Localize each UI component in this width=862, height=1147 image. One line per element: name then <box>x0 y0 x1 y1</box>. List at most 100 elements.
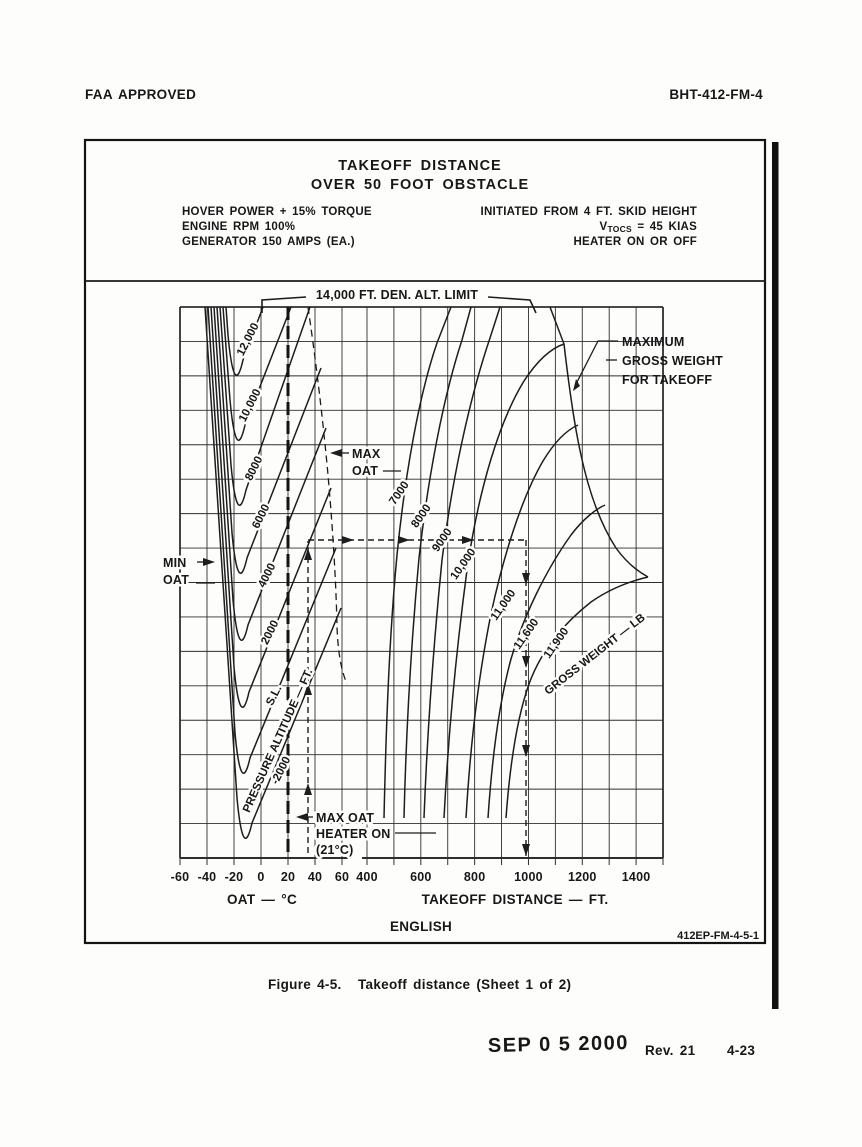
down-arrow-icon <box>522 844 530 856</box>
max-gross-leader <box>574 340 618 387</box>
den-alt-limit-label: 14,000 FT. DEN. ALT. LIMIT <box>316 288 478 302</box>
curve-alt-2000 <box>210 306 332 708</box>
gw-label-11900: 11,900 <box>542 626 572 661</box>
change-bar <box>772 142 779 1009</box>
curve-alt-6000 <box>216 306 322 574</box>
condition-heater: HEATER ON OR OFF <box>573 236 697 248</box>
distance-tick-label: 1000 <box>514 870 543 884</box>
gross-weight-curves <box>383 306 649 819</box>
right-arrow-icon <box>342 536 354 544</box>
units-label: ENGLISH <box>390 919 452 934</box>
max-gross-label-2: GROSS WEIGHT <box>622 354 723 368</box>
condition-generator: GENERATOR 150 AMPS (EA.) <box>182 236 355 248</box>
revision-number: Rev. 21 <box>645 1043 696 1058</box>
conditions-right: INITIATED FROM 4 FT. SKID HEIGHT VTOCS =… <box>481 206 698 248</box>
down-arrow-icon <box>522 656 530 668</box>
curve-alt-8000 <box>219 306 311 506</box>
alt-label-8000: 8000 <box>243 455 265 483</box>
date-stamp: SEP 0 5 2000 <box>488 1032 630 1057</box>
condition-engine-rpm: ENGINE RPM 100% <box>182 221 295 233</box>
alt-label-sl: S.L. <box>264 684 284 708</box>
min-oat-label-2: OAT <box>163 573 189 587</box>
max-oat-label-1: MAX <box>352 447 381 461</box>
header-right: BHT-412-FM-4 <box>669 87 763 102</box>
curve-gw-11600 <box>487 504 606 819</box>
pressure-altitude-curves <box>204 306 342 839</box>
curve-alt-sl <box>207 306 337 774</box>
example-path <box>304 536 530 856</box>
oat-tick-label: -40 <box>198 870 217 884</box>
up-arrow-icon <box>304 783 312 795</box>
max-oat-heater-annotation: MAX OAT HEATER ON (21°C) <box>296 809 436 860</box>
chart-title-line1: TAKEOFF DISTANCE <box>338 158 501 174</box>
figure-caption-label: Figure 4-5. <box>268 977 342 992</box>
heater-label-3: (21°C) <box>316 843 353 857</box>
max-gross-label-3: FOR TAKEOFF <box>622 373 712 387</box>
alt-label-6000: 6000 <box>250 503 272 531</box>
gw-label-8000: 8000 <box>409 502 434 530</box>
oat-tick-label: 20 <box>281 870 295 884</box>
curve-gw-8000 <box>403 306 472 819</box>
distance-axis-title: TAKEOFF DISTANCE — FT. <box>422 892 609 907</box>
distance-tick-label: 1200 <box>568 870 597 884</box>
header-left: FAA APPROVED <box>85 87 196 102</box>
min-oat-annotation: MIN OAT <box>161 554 215 590</box>
gross-weight-axis-label: GROSS WEIGHT — LB <box>543 612 648 698</box>
right-arrow-icon <box>462 536 474 544</box>
oat-tick-label: 40 <box>308 870 322 884</box>
axis-tick-labels: -60 -40 -20 0 20 40 60 400 600 800 1000 1200 1400 <box>171 870 651 884</box>
max-oat-label-2: OAT <box>352 464 378 478</box>
up-arrow-icon <box>304 548 312 560</box>
distance-tick-label: 600 <box>410 870 431 884</box>
condition-hover-power: HOVER POWER + 15% TORQUE <box>182 206 372 218</box>
figure-caption-title: Takeoff distance (Sheet 1 of 2) <box>358 977 571 992</box>
curve-alt-minus2000 <box>204 306 342 839</box>
gw-label-10000: 10,000 <box>449 546 479 582</box>
oat-tick-label: -60 <box>171 870 190 884</box>
leader-arrow-icon <box>573 379 580 391</box>
oat-axis-title: OAT — °C <box>227 892 297 907</box>
alt-label-4000: 4000 <box>256 562 278 590</box>
right-arrow-icon <box>398 536 410 544</box>
page-number: 4-23 <box>727 1043 755 1058</box>
max-oat-boundary-line <box>307 306 348 685</box>
curve-alt-12000 <box>225 306 264 376</box>
curve-gw-11000 <box>465 424 579 819</box>
pressure-altitude-labels: 12,000 10,000 8000 6000 4000 2000 S.L. -… <box>232 319 317 817</box>
left-arrow-icon <box>330 449 342 457</box>
down-arrow-icon <box>522 573 530 585</box>
min-oat-label-1: MIN <box>163 556 187 570</box>
curve-alt-10000 <box>222 306 292 441</box>
curve-gw-7000 <box>383 306 452 819</box>
distance-tick-label: 400 <box>356 870 377 884</box>
right-arrow-icon <box>203 558 215 566</box>
oat-tick-label: -20 <box>225 870 244 884</box>
oat-tick-label: 60 <box>335 870 349 884</box>
down-arrow-icon <box>522 745 530 757</box>
chart-title-line2: OVER 50 FOOT OBSTACLE <box>311 177 529 193</box>
den-alt-limit-bracket: 14,000 FT. DEN. ALT. LIMIT <box>261 286 537 314</box>
gross-weight-labels: 7000 8000 9000 10,000 11,000 11,600 11,9… <box>385 477 650 700</box>
gw-label-7000: 7000 <box>387 479 412 507</box>
condition-initiated: INITIATED FROM 4 FT. SKID HEIGHT <box>481 206 697 218</box>
condition-vtocs: VTOCS = 45 KIAS <box>600 221 698 234</box>
curve-gw-11900 <box>505 576 649 819</box>
alt-label-12000: 12,000 <box>235 321 262 358</box>
heater-label-1: MAX OAT <box>316 811 374 825</box>
left-arrow-icon <box>296 813 308 821</box>
max-gross-annotation: MAXIMUM GROSS WEIGHT FOR TAKEOFF <box>573 335 723 391</box>
figure-ref: 412EP-FM-4-5-1 <box>677 930 759 942</box>
bracket-left <box>261 296 307 313</box>
alt-label-2000: 2000 <box>259 619 281 647</box>
alt-label-10000: 10,000 <box>237 387 264 424</box>
curve-gw-9000 <box>423 306 501 819</box>
conditions-left: HOVER POWER + 15% TORQUE ENGINE RPM 100%… <box>182 206 372 248</box>
curve-gw-10000 <box>443 343 565 819</box>
heater-label-2: HEATER ON <box>316 827 391 841</box>
max-oat-annotation: MAX OAT <box>330 445 401 481</box>
oat-tick-label: 0 <box>257 870 264 884</box>
distance-tick-label: 800 <box>464 870 485 884</box>
curve-alt-4000 <box>213 306 327 641</box>
